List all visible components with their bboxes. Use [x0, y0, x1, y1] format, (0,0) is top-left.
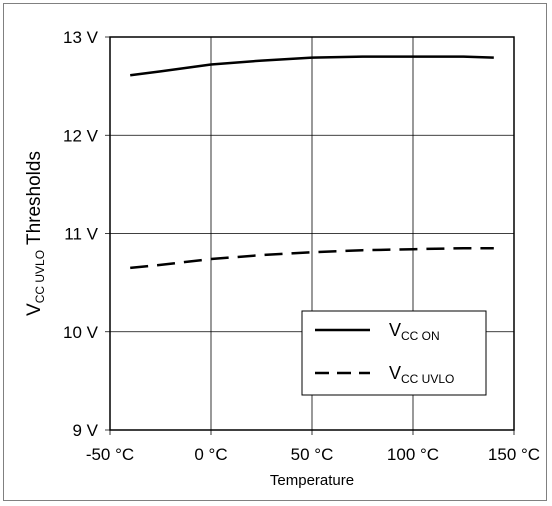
- y-axis-title: VCC UVLO Thresholds: [24, 151, 47, 316]
- legend-label-vcc-on: VCC ON: [389, 320, 440, 343]
- y-axis-title-rest: Thresholds: [24, 151, 45, 250]
- y-axis-title-sub: CC UVLO: [33, 250, 47, 303]
- legend-label-vcc-uvlo: VCC UVLO: [389, 363, 454, 386]
- x-axis-title: Temperature: [270, 472, 354, 489]
- legend-label-vcc-uvlo-main: V: [389, 363, 401, 383]
- y-tick-label: 13 V: [63, 28, 99, 47]
- chart-frame: [3, 3, 547, 501]
- x-tick-label: 150 °C: [488, 445, 540, 464]
- y-axis-ticks: 9 V 10 V 11 V 12 V 13 V: [63, 28, 99, 440]
- x-tick-label: 100 °C: [387, 445, 439, 464]
- plot-area: [109, 36, 515, 431]
- y-tick-label: 9 V: [72, 421, 98, 440]
- x-axis-ticks: -50 °C 0 °C 50 °C 100 °C 150 °C: [86, 445, 540, 464]
- y-tick-label: 12 V: [63, 126, 99, 145]
- series-line-vcc-on: [130, 55, 494, 77]
- legend-box: [301, 310, 487, 396]
- y-tick-label: 10 V: [63, 323, 99, 342]
- legend-label-vcc-on-main: V: [389, 320, 401, 340]
- x-tick-label: 50 °C: [291, 445, 334, 464]
- y-axis-title-main: V: [24, 303, 45, 316]
- legend-label-vcc-on-sub: CC ON: [401, 329, 440, 343]
- series-layer: [130, 55, 494, 270]
- x-tick-label: -50 °C: [86, 445, 134, 464]
- y-tick-label: 11 V: [64, 225, 98, 244]
- x-tick-label: 0 °C: [194, 445, 227, 464]
- legend-label-vcc-uvlo-sub: CC UVLO: [401, 372, 454, 386]
- legend: VCC ON VCC UVLO: [301, 310, 487, 396]
